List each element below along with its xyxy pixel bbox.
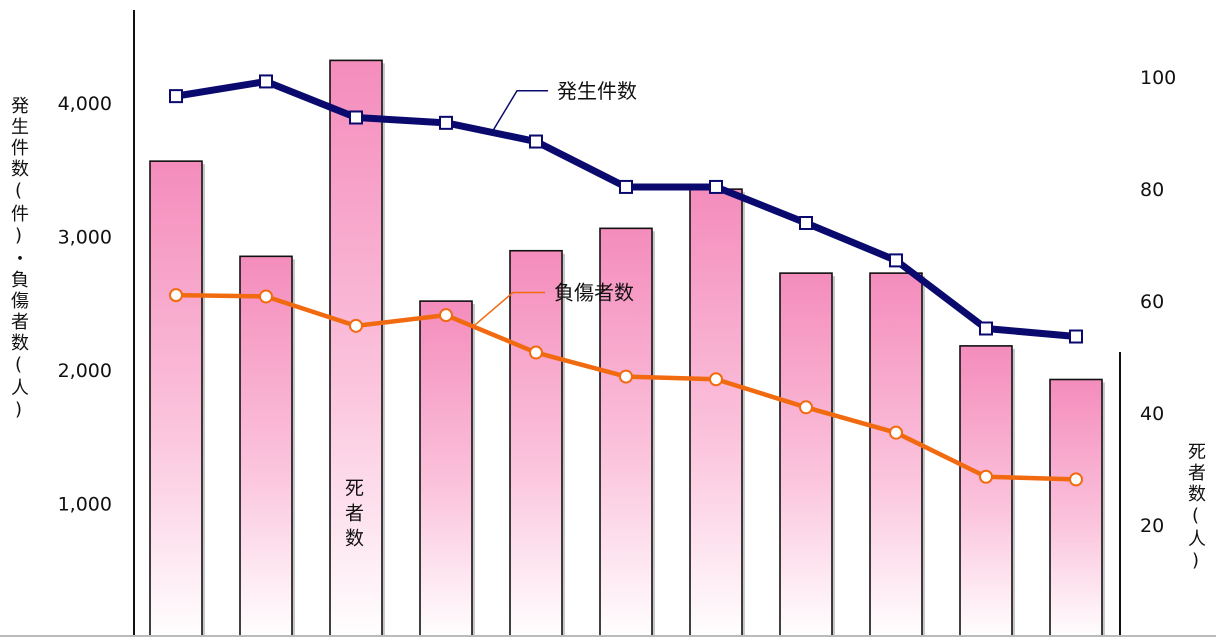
left-tick-label: 1,000 bbox=[58, 493, 112, 515]
bar-deaths bbox=[689, 188, 743, 637]
right-tick-label: 20 bbox=[1140, 515, 1164, 537]
point-marker-square bbox=[1069, 329, 1083, 344]
right-tick-label: 100 bbox=[1140, 67, 1176, 89]
point-marker-circle bbox=[439, 308, 453, 323]
bar-deaths bbox=[869, 272, 923, 637]
point-marker-square bbox=[619, 179, 633, 194]
bar-deaths bbox=[509, 249, 563, 637]
point-marker-circle bbox=[529, 345, 543, 360]
point-marker-circle bbox=[799, 400, 813, 415]
point-marker-square bbox=[349, 110, 363, 125]
bar-deaths bbox=[149, 160, 203, 637]
point-marker-circle bbox=[619, 369, 633, 384]
bar-deaths bbox=[779, 272, 833, 637]
axes: 1,000 2,000 3,000 4,000 20 40 60 80 100 bbox=[0, 10, 1216, 637]
left-axis-label: 発生件数(件)・負傷者数(人) bbox=[8, 96, 29, 423]
left-tick-label: 4,000 bbox=[58, 93, 112, 115]
point-marker-circle bbox=[169, 288, 183, 303]
bar-deaths bbox=[419, 300, 473, 637]
point-marker-square bbox=[529, 134, 543, 149]
point-marker-square bbox=[439, 115, 453, 130]
point-marker-circle bbox=[1069, 472, 1083, 487]
point-marker-square bbox=[889, 253, 903, 268]
bar-deaths bbox=[239, 255, 293, 637]
bar-deaths bbox=[1049, 378, 1103, 637]
series-label-injured: 負傷者数 bbox=[554, 280, 634, 304]
right-tick-label: 40 bbox=[1140, 403, 1164, 425]
right-axis-label: 死者数(人) bbox=[1185, 442, 1206, 574]
point-marker-circle bbox=[709, 372, 723, 387]
point-marker-square bbox=[979, 321, 993, 336]
bar-deaths bbox=[599, 227, 653, 637]
point-marker-circle bbox=[349, 318, 363, 333]
series-label-incidents: 発生件数 bbox=[557, 79, 637, 103]
point-marker-square bbox=[799, 216, 813, 230]
point-marker-circle bbox=[259, 289, 273, 304]
bar-series-deaths bbox=[149, 59, 1105, 637]
callout-line bbox=[491, 90, 548, 133]
point-marker-circle bbox=[889, 425, 903, 440]
right-tick-label: 60 bbox=[1140, 291, 1164, 313]
line-series bbox=[169, 74, 1083, 487]
point-marker-square bbox=[709, 179, 723, 194]
left-tick-label: 2,000 bbox=[58, 360, 112, 382]
left-tick-label: 3,000 bbox=[58, 226, 112, 248]
point-marker-square bbox=[169, 89, 183, 104]
bar-deaths bbox=[329, 59, 383, 637]
point-marker-circle bbox=[979, 469, 993, 484]
right-tick-label: 80 bbox=[1140, 179, 1164, 201]
bar-series-inline-label: 死者数 bbox=[342, 478, 364, 553]
bar-deaths bbox=[959, 345, 1013, 637]
point-marker-square bbox=[259, 74, 273, 89]
callout-line bbox=[473, 291, 545, 327]
